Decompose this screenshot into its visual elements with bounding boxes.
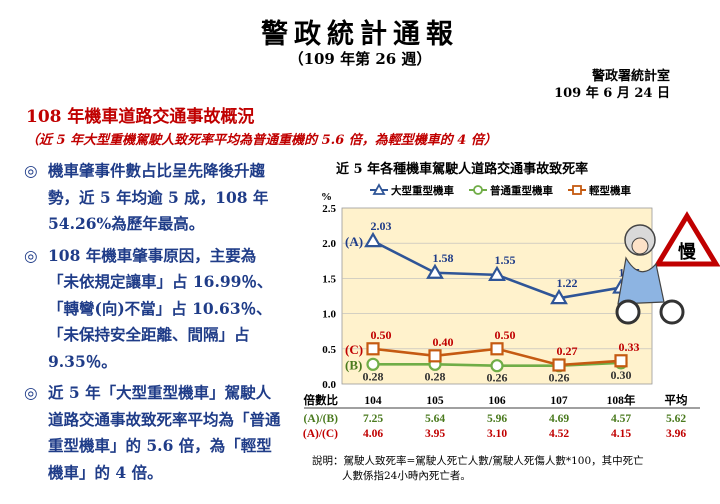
data-label: 0.28 [425, 369, 446, 383]
bullet-mark: ◎ [24, 245, 38, 265]
footnote-line: 人數係指24小時內死亡者。 [342, 470, 471, 482]
footnote-line: 說明：駕駛人致死率=駕駛人死亡人數/駕駛人死傷人數*100，其中死亡 [312, 455, 644, 467]
y-tick-label: 0.5 [322, 344, 336, 356]
table-cell: 4.15 [611, 428, 631, 440]
bullet-mark: ◎ [24, 161, 38, 180]
warning-sign-text: 慢 [678, 241, 697, 262]
data-label: 0.50 [371, 328, 392, 342]
data-point [428, 349, 442, 363]
table-avg-cell: 5.62 [666, 413, 686, 425]
wheel-icon [615, 299, 641, 325]
y-tick-label: 0.0 [322, 379, 336, 391]
data-label: 0.33 [619, 340, 640, 354]
x-tick-label: 107 [550, 395, 568, 407]
data-label: 1.22 [557, 276, 578, 290]
y-tick-label: 2.0 [322, 238, 336, 250]
bullet-list: ◎ 機車肇事件數占比呈先降後升趨勢，近 5 年均逾 5 成，108 年 54.2… [24, 158, 286, 491]
legend-label: 輕型機車 [589, 184, 631, 197]
data-point [490, 359, 504, 373]
table-cell: 4.69 [549, 413, 569, 425]
x-tick-label: 105 [426, 395, 444, 407]
data-label: 0.50 [495, 328, 516, 342]
data-label: 0.26 [487, 371, 508, 385]
section-heading: 108 年機車道路交通事故概況 [26, 107, 255, 127]
bullet-item: ◎ 108 年機車肇事原因，主要為「未依規定讓車」占 16.99％、「轉彎(向)… [24, 243, 286, 376]
motorcycle-rider-illustration: 慢 [615, 211, 720, 325]
data-point [366, 342, 380, 356]
data-label: 1.55 [495, 253, 516, 267]
data-label: 0.40 [433, 335, 454, 349]
table-cell: 3.95 [425, 428, 445, 440]
data-point [490, 342, 504, 356]
table-cell: 5.96 [487, 413, 507, 425]
series-tag: (A) [345, 234, 363, 249]
legend-label: 普通重型機車 [490, 184, 553, 197]
table-header-label: 倍數比 [304, 393, 339, 407]
office-name: 警政署統計室 [591, 69, 670, 84]
office-block: 警政署統計室 109 年 6 月 24 日 [554, 68, 670, 102]
bullet-text: 機車肇事件數占比呈先降後升趨勢，近 5 年均逾 5 成，108 年 54.26%… [48, 161, 269, 233]
chart-footnote: 說明：駕駛人致死率=駕駛人死亡人數/駕駛人死傷人數*100，其中死亡 人數係指2… [312, 454, 712, 484]
x-tick-label: 108年 [607, 393, 636, 407]
table-cell: 5.64 [425, 413, 445, 425]
rider-body-icon [617, 256, 665, 305]
section-note: （近 5 年大型重機駕駛人致死率平均為普通重機的 5.6 倍，為輕型機車的 4 … [26, 133, 497, 148]
table-cell: 7.25 [363, 413, 383, 425]
table-avg-cell: 3.96 [666, 428, 686, 440]
chart-title: 近 5 年各種機車駕駛人道路交通事故致死率 [336, 162, 589, 177]
y-tick-label: 1.0 [322, 309, 336, 321]
legend-marker [473, 185, 483, 195]
bullet-text: 108 年機車肇事原因，主要為「未依規定讓車」占 16.99％、「轉彎(向)不當… [48, 245, 273, 371]
bullet-text: 近 5 年「大型重型機車」駕駛人道路交通事故致死率平均為「普通重型機車」的 5.… [48, 383, 281, 482]
y-tick-label: 2.5 [322, 203, 336, 215]
wheel-icon [659, 299, 685, 325]
data-point [552, 358, 566, 372]
legend-label: 大型重型機車 [391, 184, 454, 197]
fatality-rate-chart: % 0.0 0.5 1.0 1.5 2.0 2.5 大型重型機車 普通重型機車 輕型機車 2.03 1… [303, 183, 720, 440]
bullet-mark: ◎ [24, 383, 38, 402]
bullet-item: ◎ 機車肇事件數占比呈先降後升趨勢，近 5 年均逾 5 成，108 年 54.2… [24, 158, 286, 238]
data-point [366, 357, 380, 371]
data-point [550, 288, 568, 305]
table-avg-label: 平均 [665, 393, 688, 407]
data-label: 0.30 [611, 368, 632, 382]
x-tick-label: 106 [488, 395, 506, 407]
data-label: 1.58 [433, 251, 454, 265]
y-tick-label: 1.5 [322, 273, 336, 285]
data-point [364, 231, 382, 248]
data-label: 0.26 [549, 371, 570, 385]
data-point [614, 354, 628, 368]
rider-face-icon [631, 237, 649, 255]
y-axis-label: % [321, 191, 332, 203]
table-cell: 4.06 [363, 428, 383, 440]
table-row-label: (A)/(B) [304, 413, 339, 425]
legend-marker [372, 183, 386, 195]
warning-sign-icon [653, 211, 720, 267]
data-point [488, 265, 506, 281]
plot-area [341, 207, 653, 385]
bullet-item: ◎ 近 5 年「大型重型機車」駕駛人道路交通事故致死率平均為「普通重型機車」的 … [24, 380, 286, 486]
x-tick-label: 104 [364, 395, 382, 407]
table-cell: 3.10 [487, 428, 507, 440]
series-tag: (B) [345, 357, 362, 372]
report-date: 109 年 6 月 24 日 [554, 86, 670, 101]
series-tag: (C) [345, 342, 363, 357]
data-point [426, 263, 444, 279]
data-label: 0.27 [557, 344, 578, 358]
report-subtitle: （109 年第 26 週） [288, 50, 432, 68]
table-cell: 4.52 [549, 428, 569, 440]
table-row-label: (A)/(C) [303, 428, 338, 440]
data-label: 2.03 [371, 219, 392, 233]
report-title: 警政統計通報 [261, 19, 459, 50]
data-label: 0.28 [363, 369, 384, 383]
legend-marker [572, 185, 582, 195]
table-cell: 4.57 [611, 413, 631, 425]
